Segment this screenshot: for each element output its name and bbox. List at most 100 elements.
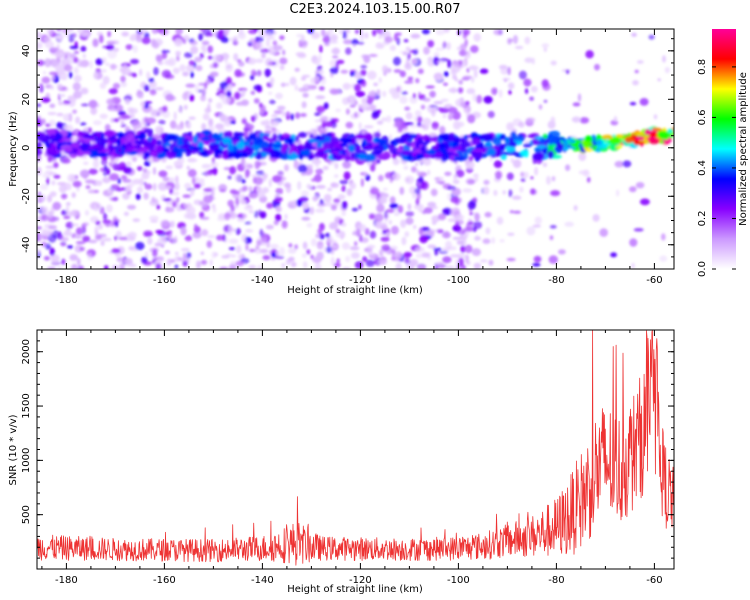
heatmap-cell	[192, 135, 198, 144]
heatmap-cell	[412, 49, 419, 55]
heatmap-cell	[637, 141, 645, 145]
heatmap-cell	[441, 41, 446, 50]
heatmap-cell	[121, 67, 131, 76]
heatmap-cell	[351, 207, 358, 212]
heatmap-cell	[448, 87, 458, 93]
heatmap-cell	[185, 90, 193, 96]
heatmap-cell	[551, 176, 556, 182]
heatmap-cell	[388, 220, 392, 225]
spectrogram-panel: -180 -160 -140 -120 -100 -80 -60 -40 -20 0 20 40 H…	[8, 28, 675, 296]
heatmap-cell	[304, 142, 313, 151]
heatmap-cell	[62, 51, 71, 56]
heatmap-cell	[360, 32, 364, 41]
heatmap-cell	[243, 130, 249, 138]
heatmap-cell	[173, 160, 183, 167]
heatmap-cell	[213, 252, 219, 257]
heatmap-cell	[316, 147, 328, 152]
heatmap-cell	[429, 104, 438, 109]
heatmap-cell	[279, 64, 285, 70]
heatmap-cell	[258, 141, 269, 148]
heatmap-cell	[456, 240, 464, 246]
heatmap-cell	[582, 169, 590, 177]
heatmap-cell	[143, 181, 147, 186]
heatmap-cell	[73, 90, 83, 99]
heatmap-cell	[160, 219, 170, 227]
heatmap-cell	[543, 99, 548, 103]
heatmap-cell	[422, 117, 432, 127]
heatmap-cell	[200, 259, 207, 265]
heatmap-cell	[270, 256, 276, 261]
heatmap-cell	[322, 165, 329, 171]
heatmap-cell	[71, 192, 76, 199]
heatmap-cell	[187, 121, 191, 129]
heatmap-cell	[194, 84, 200, 93]
heatmap-cell	[376, 89, 381, 96]
heatmap-cell	[514, 45, 524, 50]
heatmap-cell	[430, 188, 438, 197]
heatmap-cell	[391, 172, 401, 181]
heatmap-cell	[56, 29, 62, 32]
heatmap-cell	[191, 177, 196, 185]
heatmap-cell	[492, 136, 502, 146]
heatmap-cell	[323, 102, 329, 110]
heatmap-cell	[122, 178, 132, 183]
heatmap-cell	[629, 238, 638, 247]
heatmap-cell	[302, 92, 309, 98]
heatmap-cell	[363, 125, 374, 129]
heatmap-cell	[295, 52, 306, 57]
heatmap-cell	[38, 195, 46, 203]
heatmap-cell	[456, 121, 465, 128]
heatmap-cell	[391, 257, 395, 261]
heatmap-cell	[165, 165, 173, 170]
heatmap-cell	[117, 147, 123, 154]
heatmap-cell	[134, 140, 146, 145]
heatmap-cell	[219, 188, 226, 193]
heatmap-cell	[182, 194, 191, 198]
heatmap-cell	[337, 194, 346, 200]
heatmap-cell	[341, 185, 346, 192]
heatmap-cell	[85, 185, 91, 190]
heatmap-cell	[69, 254, 78, 261]
heatmap-cell	[60, 241, 67, 247]
heatmap-cell	[37, 248, 42, 255]
heatmap-cell	[350, 71, 356, 77]
heatmap-cell	[209, 169, 215, 173]
heatmap-cell	[529, 96, 534, 101]
heatmap-cell	[399, 50, 404, 54]
heatmap-cell	[377, 259, 388, 265]
heatmap-cell	[150, 138, 158, 145]
heatmap-cell	[76, 257, 81, 266]
heatmap-cell	[330, 34, 338, 42]
heatmap-cell	[48, 71, 59, 76]
heatmap-cell	[234, 173, 242, 182]
heatmap-cell	[241, 233, 248, 243]
heatmap-cell	[294, 244, 298, 250]
heatmap-cell	[542, 133, 548, 139]
heatmap-cell	[161, 49, 170, 54]
colorbar-tick-label: 0.2	[697, 211, 708, 227]
heatmap-cell	[118, 236, 128, 241]
heatmap-cell	[95, 234, 102, 240]
heatmap-cell	[499, 239, 505, 243]
heatmap-cell	[462, 75, 473, 80]
heatmap-cell	[215, 123, 224, 130]
heatmap-cell	[331, 152, 336, 160]
heatmap-cell	[257, 264, 262, 269]
heatmap-cell	[242, 185, 248, 192]
heatmap-cell	[229, 189, 237, 194]
heatmap-cell	[439, 125, 446, 134]
heatmap-cell	[631, 32, 637, 37]
heatmap-cell	[157, 182, 168, 191]
heatmap-cell	[639, 98, 649, 106]
heatmap-cell	[414, 203, 424, 210]
heatmap-cell	[264, 33, 273, 40]
heatmap-cell	[175, 29, 183, 35]
heatmap-cell	[130, 58, 139, 65]
heatmap-cell	[272, 175, 282, 183]
heatmap-cell	[395, 262, 402, 269]
heatmap-cell	[362, 256, 368, 262]
heatmap-cell	[342, 30, 347, 40]
heatmap-cell	[212, 167, 218, 176]
heatmap-cell	[110, 117, 115, 123]
heatmap-cell	[518, 70, 527, 80]
